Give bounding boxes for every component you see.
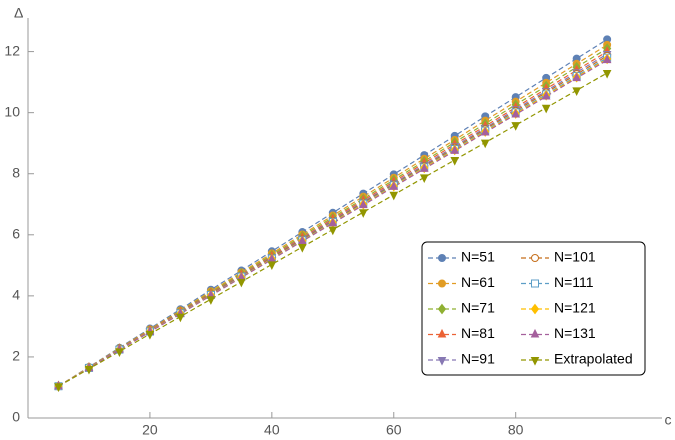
marker: [176, 313, 185, 323]
x-tick-label: 20: [142, 422, 158, 438]
y-tick-label: 12: [4, 42, 20, 58]
marker: [437, 328, 447, 338]
x-axis-label: c: [665, 412, 672, 428]
marker: [531, 254, 539, 262]
legend-label: N=101: [554, 249, 596, 265]
legend: N=51 N=61 N=71 N=81 N=91 N=101 N=111 N=121 N=131…: [421, 241, 646, 376]
marker: [541, 104, 551, 114]
marker: [328, 226, 338, 236]
legend-label: N=121: [554, 300, 596, 316]
marker: [298, 235, 307, 245]
legend-label: N=71: [461, 300, 495, 316]
y-tick-label: 10: [4, 103, 20, 119]
marker: [531, 279, 539, 288]
legend-label: N=51: [461, 249, 495, 265]
marker: [419, 174, 429, 184]
marker: [206, 296, 216, 305]
marker: [389, 181, 399, 190]
marker: [438, 254, 446, 262]
y-tick-label: 4: [12, 287, 20, 303]
y-tick-label: 0: [12, 409, 20, 425]
legend-label: N=61: [461, 274, 495, 290]
marker: [237, 278, 246, 288]
marker: [480, 139, 490, 149]
marker: [530, 328, 540, 338]
x-tick-label: 80: [508, 422, 524, 438]
marker: [389, 191, 399, 201]
marker: [480, 126, 490, 136]
legend-label: N=111: [554, 274, 594, 290]
legend-label: N=81: [461, 325, 495, 341]
y-tick-label: 6: [12, 225, 20, 241]
marker: [450, 145, 460, 154]
marker: [530, 357, 540, 366]
legend-label: Extrapolated: [554, 351, 633, 367]
marker: [267, 261, 277, 271]
y-tick-label: 2: [12, 348, 20, 364]
marker: [450, 156, 460, 166]
legend-label: N=91: [461, 351, 495, 367]
marker: [437, 303, 447, 315]
marker: [572, 72, 581, 82]
marker: [54, 383, 63, 392]
marker: [572, 87, 581, 96]
marker: [328, 217, 338, 227]
marker: [541, 90, 551, 100]
marker: [602, 69, 612, 79]
marker: [358, 209, 368, 218]
x-tick-label: 40: [264, 422, 280, 438]
marker: [298, 244, 307, 253]
legend-label: N=131: [554, 325, 596, 341]
y-tick-label: 8: [12, 164, 20, 180]
marker: [437, 357, 447, 366]
x-tick-label: 60: [386, 422, 402, 438]
marker: [438, 279, 446, 288]
marker: [602, 54, 612, 64]
marker: [358, 199, 368, 209]
marker: [84, 365, 94, 375]
marker: [511, 108, 521, 118]
marker: [145, 331, 155, 340]
marker: [530, 303, 540, 315]
marker: [115, 348, 124, 358]
marker: [511, 122, 521, 131]
marker: [419, 163, 429, 172]
y-axis-label: Δ: [14, 5, 23, 21]
